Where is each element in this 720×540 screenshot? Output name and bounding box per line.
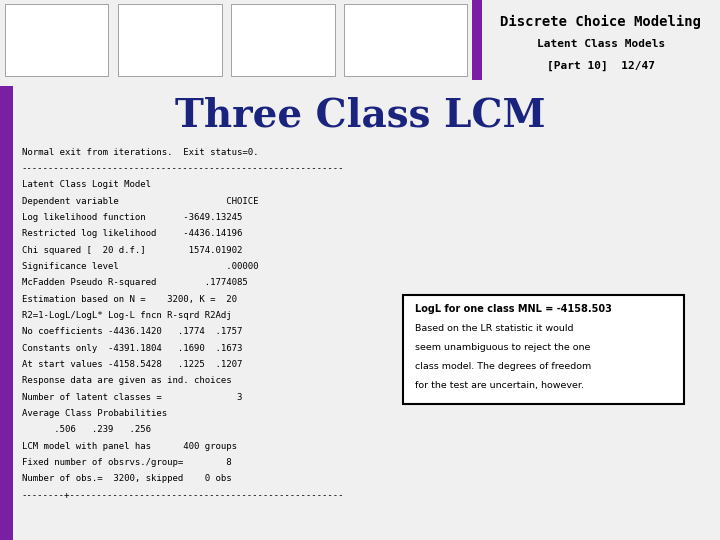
Text: Normal exit from iterations.  Exit status=0.: Normal exit from iterations. Exit status… <box>22 147 258 157</box>
Text: Estimation based on N =    3200, K =  20: Estimation based on N = 3200, K = 20 <box>22 295 237 303</box>
Text: Latent Class Logit Model: Latent Class Logit Model <box>22 180 150 190</box>
Text: .506   .239   .256: .506 .239 .256 <box>22 426 150 434</box>
FancyBboxPatch shape <box>118 4 222 76</box>
Text: Response data are given as ind. choices: Response data are given as ind. choices <box>22 376 231 385</box>
Text: Number of latent classes =              3: Number of latent classes = 3 <box>22 393 242 402</box>
Text: Dependent variable                    CHOICE: Dependent variable CHOICE <box>22 197 258 206</box>
Text: Number of obs.=  3200, skipped    0 obs: Number of obs.= 3200, skipped 0 obs <box>22 474 231 483</box>
Text: No coefficients -4436.1420   .1774  .1757: No coefficients -4436.1420 .1774 .1757 <box>22 327 242 336</box>
Text: LCM model with panel has      400 groups: LCM model with panel has 400 groups <box>22 442 237 450</box>
FancyBboxPatch shape <box>231 4 335 76</box>
Text: Three Class LCM: Three Class LCM <box>175 97 545 135</box>
Text: Significance level                    .00000: Significance level .00000 <box>22 262 258 271</box>
Text: Fixed number of obsrvs./group=        8: Fixed number of obsrvs./group= 8 <box>22 458 231 467</box>
Text: McFadden Pseudo R-squared         .1774085: McFadden Pseudo R-squared .1774085 <box>22 278 248 287</box>
FancyBboxPatch shape <box>344 4 467 76</box>
Text: for the test are uncertain, however.: for the test are uncertain, however. <box>415 381 585 390</box>
Text: Average Class Probabilities: Average Class Probabilities <box>22 409 167 418</box>
Text: class model. The degrees of freedom: class model. The degrees of freedom <box>415 362 592 371</box>
Text: --------+---------------------------------------------------: --------+-------------------------------… <box>22 491 344 500</box>
Text: ------------------------------------------------------------: ----------------------------------------… <box>22 164 344 173</box>
FancyBboxPatch shape <box>403 295 684 404</box>
Text: Restricted log likelihood     -4436.14196: Restricted log likelihood -4436.14196 <box>22 230 242 238</box>
Text: Chi squared [  20 d.f.]        1574.01902: Chi squared [ 20 d.f.] 1574.01902 <box>22 246 242 255</box>
Text: Constants only  -4391.1804   .1690  .1673: Constants only -4391.1804 .1690 .1673 <box>22 343 242 353</box>
FancyBboxPatch shape <box>5 4 109 76</box>
Bar <box>472 0 482 80</box>
Text: At start values -4158.5428   .1225  .1207: At start values -4158.5428 .1225 .1207 <box>22 360 242 369</box>
Text: [Part 10]  12/47: [Part 10] 12/47 <box>546 60 654 71</box>
Text: LogL for one class MNL = -4158.503: LogL for one class MNL = -4158.503 <box>415 303 612 314</box>
Text: Log likelihood function       -3649.13245: Log likelihood function -3649.13245 <box>22 213 242 222</box>
Text: seem unambiguous to reject the one: seem unambiguous to reject the one <box>415 343 591 352</box>
Text: Based on the LR statistic it would: Based on the LR statistic it would <box>415 323 574 333</box>
Text: R2=1-LogL/LogL* Log-L fncn R-sqrd R2Adj: R2=1-LogL/LogL* Log-L fncn R-sqrd R2Adj <box>22 311 231 320</box>
Bar <box>0 86 13 540</box>
Text: Discrete Choice Modeling: Discrete Choice Modeling <box>500 15 701 30</box>
Text: Latent Class Models: Latent Class Models <box>536 39 665 49</box>
